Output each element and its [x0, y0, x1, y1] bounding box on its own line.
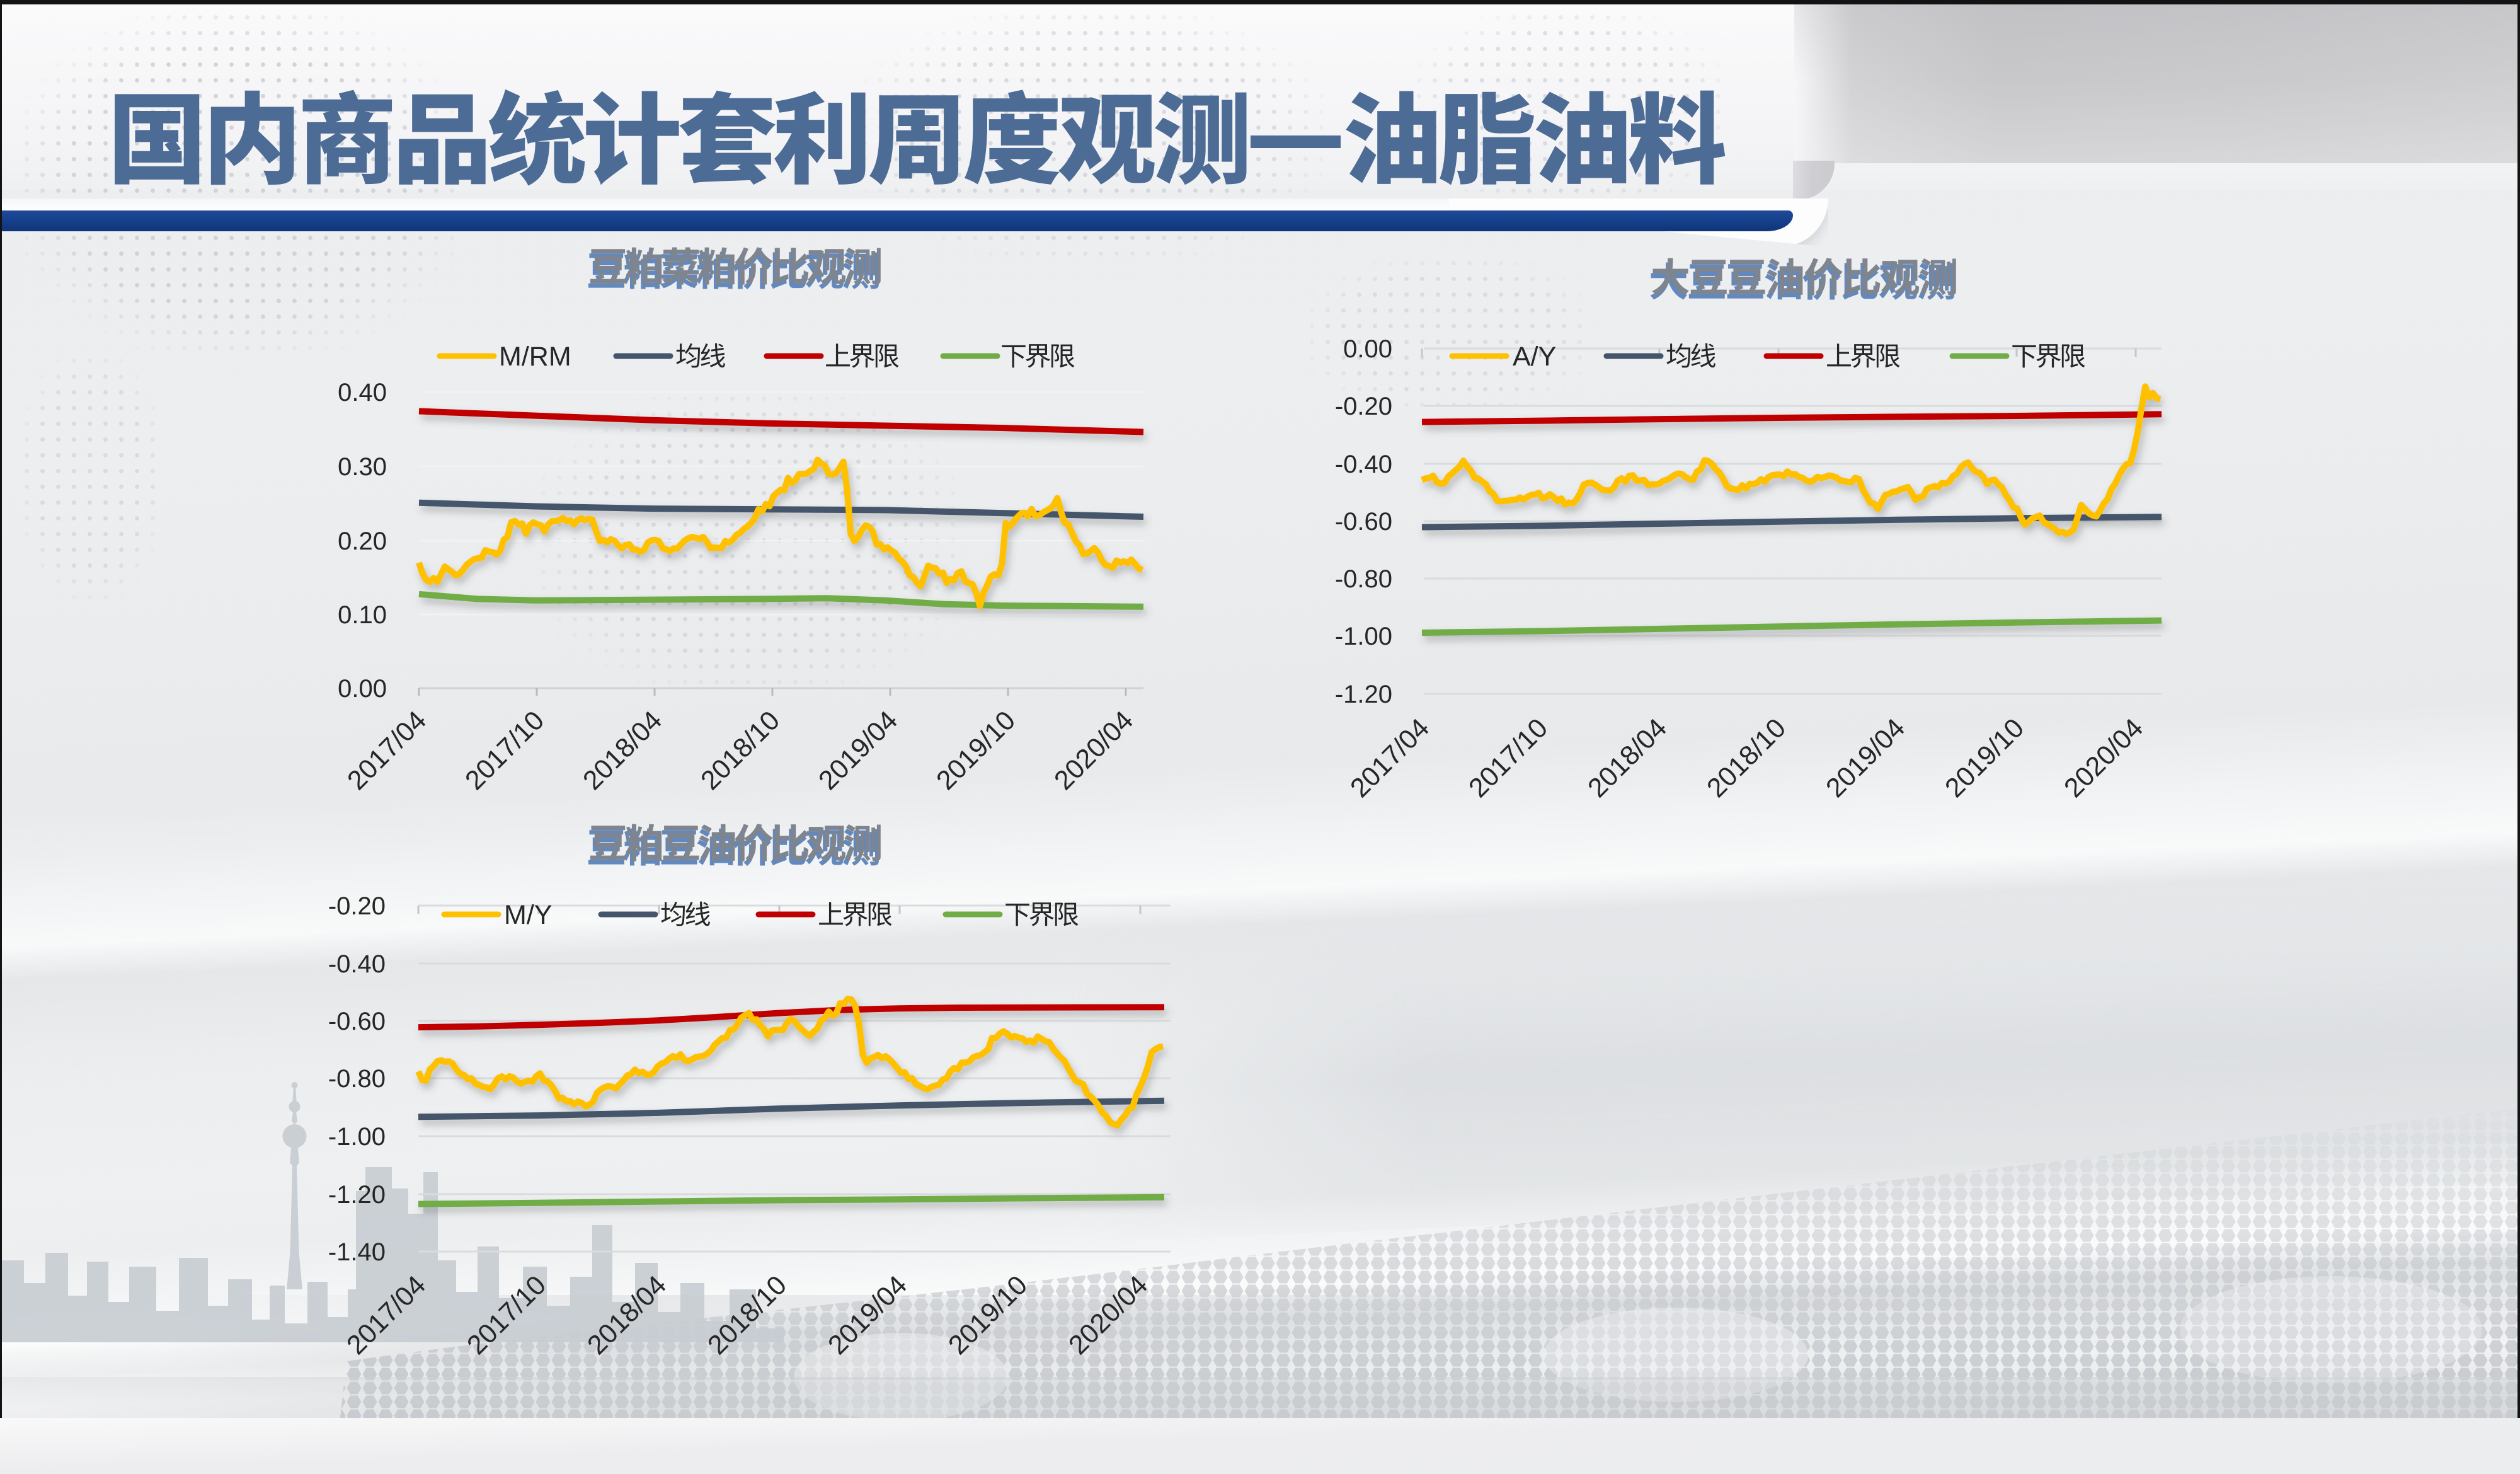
- svg-text:2017/10: 2017/10: [1463, 713, 1554, 803]
- svg-text:-1.00: -1.00: [1335, 623, 1392, 650]
- svg-text:-0.40: -0.40: [1335, 451, 1392, 478]
- svg-text:M/RM: M/RM: [499, 342, 571, 372]
- svg-text:2020/04: 2020/04: [1063, 1270, 1154, 1361]
- svg-text:-0.80: -0.80: [328, 1065, 386, 1093]
- svg-text:-0.40: -0.40: [328, 950, 386, 978]
- svg-text:2017/04: 2017/04: [1344, 713, 1435, 803]
- svg-text:2017/10: 2017/10: [461, 1270, 552, 1361]
- svg-text:2017/04: 2017/04: [341, 705, 432, 796]
- svg-text:A/Y: A/Y: [1513, 342, 1556, 372]
- svg-text:-0.60: -0.60: [328, 1008, 386, 1035]
- svg-text:2018/10: 2018/10: [702, 1270, 793, 1361]
- svg-text:0.30: 0.30: [338, 453, 387, 481]
- svg-text:-1.20: -1.20: [328, 1181, 386, 1209]
- svg-text:-1.40: -1.40: [328, 1238, 386, 1266]
- svg-text:-1.20: -1.20: [1335, 681, 1392, 708]
- svg-text:2019/04: 2019/04: [822, 1270, 913, 1361]
- svg-text:0.40: 0.40: [338, 379, 387, 406]
- svg-text:2018/04: 2018/04: [581, 1270, 672, 1361]
- svg-text:2020/04: 2020/04: [2058, 713, 2149, 803]
- svg-text:0.00: 0.00: [1343, 335, 1392, 363]
- svg-text:2019/04: 2019/04: [1820, 713, 1911, 803]
- svg-text:-0.20: -0.20: [328, 892, 386, 920]
- svg-text:2018/04: 2018/04: [577, 705, 668, 796]
- svg-text:2018/10: 2018/10: [695, 705, 786, 796]
- svg-text:2019/10: 2019/10: [942, 1270, 1033, 1361]
- svg-text:-1.00: -1.00: [328, 1123, 386, 1151]
- svg-text:-0.60: -0.60: [1335, 508, 1392, 536]
- svg-text:2018/04: 2018/04: [1582, 713, 1673, 803]
- svg-text:M/Y: M/Y: [504, 900, 552, 930]
- svg-text:2020/04: 2020/04: [1048, 705, 1139, 796]
- svg-text:0.00: 0.00: [338, 675, 387, 703]
- svg-text:2018/10: 2018/10: [1701, 713, 1792, 803]
- svg-text:2017/10: 2017/10: [459, 705, 550, 796]
- svg-text:2019/10: 2019/10: [931, 705, 1021, 796]
- svg-text:0.20: 0.20: [338, 527, 387, 555]
- svg-text:-0.80: -0.80: [1335, 565, 1392, 593]
- svg-text:2019/10: 2019/10: [1939, 713, 2030, 803]
- svg-text:0.10: 0.10: [338, 601, 387, 629]
- svg-text:2017/04: 2017/04: [341, 1270, 432, 1361]
- svg-text:-0.20: -0.20: [1335, 393, 1392, 420]
- svg-text:2019/04: 2019/04: [813, 705, 903, 796]
